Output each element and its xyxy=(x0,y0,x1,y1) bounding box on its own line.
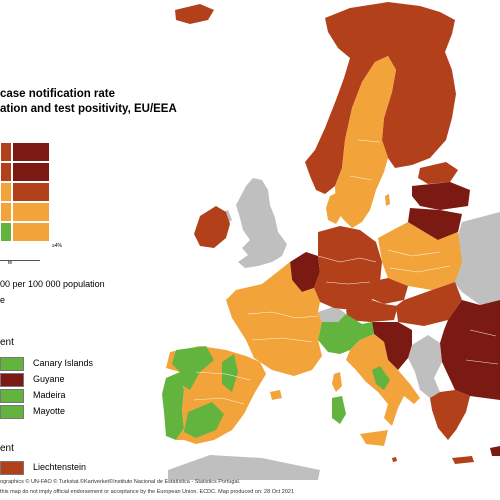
outermost-label: Mayotte xyxy=(33,406,66,416)
map-balearic xyxy=(270,390,282,400)
map-denmark xyxy=(326,192,344,224)
map-spain-east-green xyxy=(222,354,238,392)
outermost-header: ent xyxy=(0,337,14,348)
legend-swatch xyxy=(0,357,24,371)
map-germany xyxy=(314,226,382,310)
legend-swatch xyxy=(0,461,24,475)
map-france xyxy=(226,262,322,376)
legend-rate-note: 00 per 100 000 population xyxy=(0,279,105,289)
map-crete xyxy=(452,456,474,464)
map-czechia xyxy=(370,278,408,304)
legend-cell xyxy=(12,162,50,182)
small-states-header: ent xyxy=(0,443,14,454)
outermost-item: Mayotte xyxy=(0,405,150,419)
legend-axis-label: te xyxy=(8,260,13,266)
map-cyprus xyxy=(490,446,500,456)
outermost-label: Madeira xyxy=(33,390,66,400)
map-sicily xyxy=(360,430,388,446)
map-gotland xyxy=(385,194,390,206)
map-north-africa-grey xyxy=(168,455,320,480)
map-italy-north xyxy=(318,314,374,354)
footer-disclaimer: this map do not imply official endorseme… xyxy=(0,489,295,495)
legend-matrix xyxy=(0,142,50,242)
legend-rate-suffix: e xyxy=(0,295,6,305)
outermost-label: Canary Islands xyxy=(33,358,94,368)
outermost-item: Guyane xyxy=(0,373,150,387)
map-iceland xyxy=(175,4,214,24)
footer-credits: ographics © UN-FAO © Turkstat.©Kartverke… xyxy=(0,479,241,485)
legend-cell xyxy=(0,162,12,182)
legend-cell xyxy=(12,182,50,202)
map-estonia xyxy=(418,162,458,184)
map-slovenia-croatia xyxy=(372,322,412,370)
map-belarus-ukraine-grey xyxy=(452,212,500,305)
map-malta xyxy=(392,457,397,462)
map-slovakia-hungary xyxy=(396,282,462,326)
map-spain-north-green xyxy=(172,346,214,390)
legend-cell xyxy=(12,222,50,242)
map-portugal xyxy=(162,372,184,440)
legend-cell xyxy=(0,142,12,162)
outermost-label: Guyane xyxy=(33,374,65,384)
outermost-item: Madeira xyxy=(0,389,150,403)
map-latvia xyxy=(412,182,470,210)
outermost-item: Canary Islands xyxy=(0,357,150,371)
map-balkans-grey xyxy=(408,335,442,398)
legend-swatch xyxy=(0,405,24,419)
legend-cell xyxy=(12,142,50,162)
small-state-label: Liechtenstein xyxy=(33,462,87,472)
legend-cell xyxy=(12,202,50,222)
map-spain-south-green xyxy=(184,402,224,438)
legend-positivity-label: ≥4% xyxy=(52,243,62,249)
map-norway-finland xyxy=(305,2,456,194)
map-subtitle: ation and test positivity, EU/EEA xyxy=(0,103,177,115)
map-romania-bulgaria xyxy=(440,300,500,400)
map-greece xyxy=(430,390,470,440)
map-corsica xyxy=(332,372,342,392)
map-italy-region-green xyxy=(372,366,390,390)
legend-cell xyxy=(0,182,12,202)
map-uk-grey xyxy=(236,178,287,268)
legend-swatch xyxy=(0,389,24,403)
map-sardinia xyxy=(332,396,346,424)
map-poland xyxy=(378,222,462,290)
legend-cell xyxy=(0,222,12,242)
legend-axis-line xyxy=(0,260,40,261)
map-title: case notification rate xyxy=(0,88,116,100)
map-sweden xyxy=(335,56,396,228)
map-austria xyxy=(346,300,398,322)
map-switzerland-grey xyxy=(318,306,346,322)
map-ireland xyxy=(194,206,230,248)
legend-cell xyxy=(0,202,12,222)
map-benelux xyxy=(290,252,320,292)
legend-swatch xyxy=(0,373,24,387)
small-state-item: Liechtenstein xyxy=(0,461,150,475)
